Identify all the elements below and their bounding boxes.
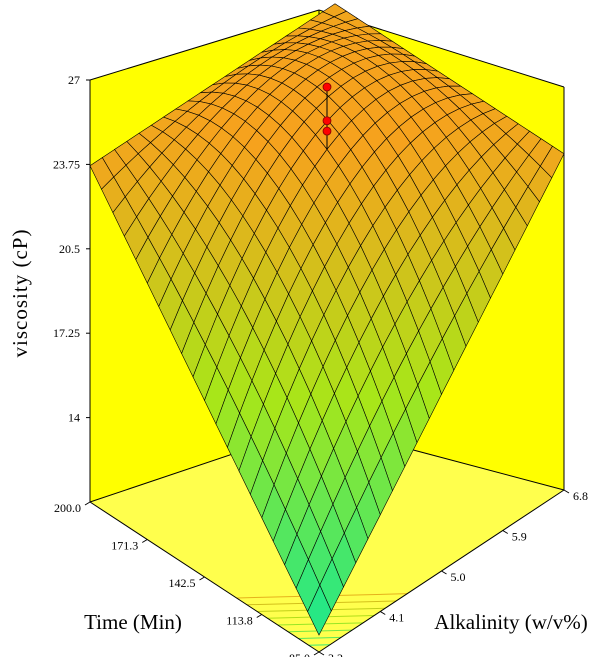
x-tick-label: 113.8 (226, 614, 253, 628)
z-axis-ticks: 14 17.25 20.5 23.75 27 (53, 73, 90, 425)
x-tick-mark (141, 539, 148, 543)
y-tick-label: 5.9 (512, 530, 527, 544)
x-tick-mark (199, 576, 205, 581)
y-tick-mark (563, 489, 570, 494)
z-tick-label: 17.25 (53, 326, 80, 340)
y-axis-ticks: 3.2 4.1 5.0 5.9 6.8 (318, 489, 588, 657)
z-tick-label: 20.5 (59, 242, 80, 256)
x-tick-label: 200.0 (54, 501, 81, 515)
z-tick-label: 27 (68, 73, 80, 87)
y-tick-mark (379, 611, 386, 615)
x-tick-label: 171.3 (111, 539, 138, 553)
design-point (322, 82, 332, 92)
floor-contour-line (298, 636, 342, 639)
z-tick-label: 14 (68, 411, 80, 425)
x-tick-mark (313, 651, 320, 656)
design-point (322, 116, 332, 126)
x-tick-mark (256, 614, 263, 618)
y-tick-label: 3.2 (328, 651, 343, 657)
y-tick-label: 5.0 (451, 570, 466, 584)
design-points (322, 82, 332, 150)
response-surface (89, 3, 565, 636)
x-axis-ticks: 85.0 113.8 142.5 171.3 200.0 (54, 501, 320, 657)
z-tick-label: 23.75 (53, 157, 80, 171)
x-tick-label: 142.5 (169, 576, 196, 590)
x-tick-mark (84, 501, 91, 506)
y-tick-mark (502, 530, 509, 534)
floor-contour-line (308, 644, 331, 646)
y-axis-title: Alkalinity (w/v%) (434, 610, 587, 634)
x-tick-label: 85.0 (289, 651, 310, 657)
x-axis-title: Time (Min) (84, 610, 182, 634)
y-tick-label: 4.1 (389, 611, 404, 625)
y-tick-mark (318, 651, 325, 656)
z-axis-title: viscosity (cP) (8, 229, 32, 358)
design-point (322, 126, 332, 136)
y-tick-label: 6.8 (573, 489, 588, 503)
y-tick-mark (441, 570, 447, 575)
surface-cell (307, 584, 332, 636)
